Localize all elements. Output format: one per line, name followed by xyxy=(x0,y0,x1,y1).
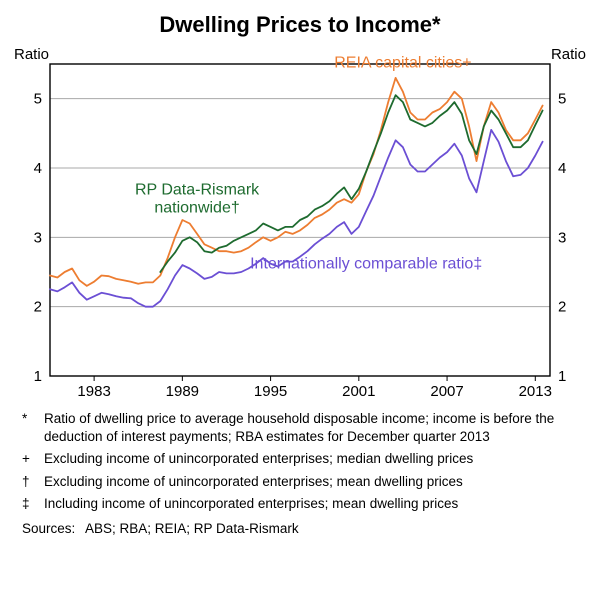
svg-text:3: 3 xyxy=(558,229,566,246)
footnote-text: Ratio of dwelling price to average house… xyxy=(44,410,578,446)
svg-text:Internationally comparable rat: Internationally comparable ratio‡ xyxy=(250,256,482,273)
svg-text:1: 1 xyxy=(558,368,566,385)
svg-text:3: 3 xyxy=(34,229,42,246)
sources-text: ABS; RBA; REIA; RP Data-Rismark xyxy=(85,521,299,536)
plot-region: 1 1 2 2 3 3 4 4 5 5 1983 1989 1995 2001 2007 2013 Ratio R… xyxy=(8,42,592,402)
svg-text:1995: 1995 xyxy=(254,383,287,400)
svg-text:2007: 2007 xyxy=(430,383,463,400)
footnotes: *Ratio of dwelling price to average hous… xyxy=(8,402,592,521)
svg-text:Ratio: Ratio xyxy=(551,46,586,63)
footnote-row: *Ratio of dwelling price to average hous… xyxy=(22,410,578,446)
svg-text:Ratio: Ratio xyxy=(14,46,49,63)
svg-text:2001: 2001 xyxy=(342,383,375,400)
footnote-row: ‡Including income of unincorporated ente… xyxy=(22,495,578,513)
svg-text:5: 5 xyxy=(558,91,566,108)
svg-text:1983: 1983 xyxy=(77,383,110,400)
chart-container: Dwelling Prices to Income* 1 1 2 2 3 3 4 4 5 5 198… xyxy=(0,0,600,548)
svg-text:4: 4 xyxy=(34,160,42,177)
footnote-row: +Excluding income of unincorporated ente… xyxy=(22,450,578,468)
sources-label: Sources: xyxy=(22,521,82,536)
footnote-text: Excluding income of unincorporated enter… xyxy=(44,450,578,468)
svg-text:1: 1 xyxy=(34,368,42,385)
sources: Sources: ABS; RBA; REIA; RP Data-Rismark xyxy=(8,521,592,544)
svg-text:5: 5 xyxy=(34,91,42,108)
chart-title: Dwelling Prices to Income* xyxy=(8,12,592,38)
svg-text:nationwide†: nationwide† xyxy=(154,199,239,216)
footnote-text: Including income of unincorporated enter… xyxy=(44,495,578,513)
footnote-symbol: ‡ xyxy=(22,495,44,513)
footnote-symbol: + xyxy=(22,450,44,468)
footnote-text: Excluding income of unincorporated enter… xyxy=(44,473,578,491)
footnote-symbol: * xyxy=(22,410,44,446)
footnote-row: †Excluding income of unincorporated ente… xyxy=(22,473,578,491)
svg-text:4: 4 xyxy=(558,160,566,177)
chart-svg: 1 1 2 2 3 3 4 4 5 5 1983 1989 1995 2001 2007 2013 Ratio R… xyxy=(8,42,592,402)
footnote-symbol: † xyxy=(22,473,44,491)
svg-text:2: 2 xyxy=(34,299,42,316)
svg-text:2: 2 xyxy=(558,299,566,316)
svg-text:1989: 1989 xyxy=(166,383,199,400)
svg-text:2013: 2013 xyxy=(519,383,552,400)
svg-text:RP Data-Rismark: RP Data-Rismark xyxy=(135,181,260,198)
svg-text:REIA capital cities+: REIA capital cities+ xyxy=(334,54,471,71)
